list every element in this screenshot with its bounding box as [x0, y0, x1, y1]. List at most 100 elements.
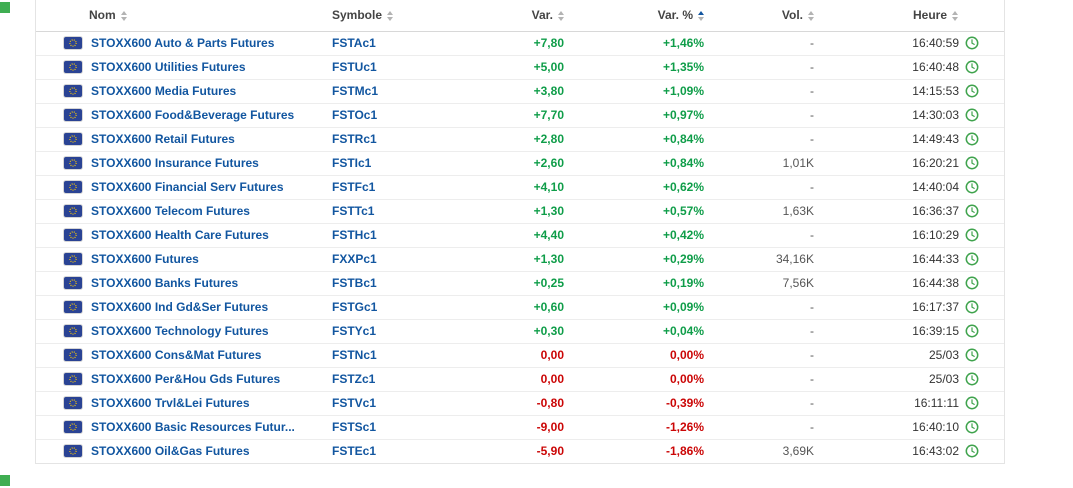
- table-row: STOXX600 Financial Serv Futures FSTFc1 +…: [36, 174, 1004, 199]
- sort-icon: [120, 11, 127, 22]
- column-header-nom[interactable]: Nom: [36, 0, 331, 32]
- instrument-link[interactable]: STOXX600 Ind Gd&Ser Futures: [91, 300, 269, 314]
- instrument-link[interactable]: STOXX600 Basic Resources Futur...: [91, 420, 295, 434]
- volume-value: 34,16K: [716, 246, 826, 271]
- time-value: 16:40:48: [912, 60, 959, 74]
- symbol-link[interactable]: FSTAc1: [332, 36, 376, 50]
- symbol-link[interactable]: FSTNc1: [332, 348, 377, 362]
- instrument-link[interactable]: STOXX600 Food&Beverage Futures: [91, 108, 295, 122]
- change-pct-value: +0,57%: [576, 198, 716, 223]
- instrument-link[interactable]: STOXX600 Cons&Mat Futures: [91, 348, 262, 362]
- volume-value: -: [716, 78, 826, 103]
- instrument-link[interactable]: STOXX600 Media Futures: [91, 84, 237, 98]
- clock-icon: [965, 324, 979, 338]
- symbol-link[interactable]: FSTOc1: [332, 108, 378, 122]
- clock-icon: [965, 444, 979, 458]
- clock-icon: [965, 300, 979, 314]
- time-value: 16:44:38: [912, 276, 959, 290]
- eu-flag-icon: [64, 253, 82, 265]
- symbol-link[interactable]: FXXPc1: [332, 252, 377, 266]
- clock-icon: [965, 396, 979, 410]
- eu-flag-icon: [64, 445, 82, 458]
- symbol-link[interactable]: FSTYc1: [332, 324, 377, 338]
- change-pct-value: -0,39%: [576, 390, 716, 415]
- symbol-link[interactable]: FSTEc1: [332, 444, 377, 459]
- eu-flag-icon: [64, 205, 82, 217]
- clock-icon: [965, 132, 979, 146]
- change-value: +4,40: [446, 222, 576, 247]
- volume-value: -: [716, 174, 826, 199]
- column-header-symbole[interactable]: Symbole: [331, 0, 446, 32]
- symbol-link[interactable]: FSTTc1: [332, 204, 375, 218]
- clock-icon: [965, 84, 979, 98]
- table-row: STOXX600 Food&Beverage Futures FSTOc1 +7…: [36, 102, 1004, 127]
- change-pct-value: +0,42%: [576, 222, 716, 247]
- time-value: 14:49:43: [912, 132, 959, 146]
- column-label: Vol.: [781, 8, 803, 23]
- instrument-link[interactable]: STOXX600 Health Care Futures: [91, 228, 269, 242]
- change-value: +0,60: [446, 294, 576, 319]
- symbol-link[interactable]: FSTSc1: [332, 420, 377, 434]
- change-value: 0,00: [446, 366, 576, 391]
- sort-icon: [698, 11, 704, 22]
- symbol-link[interactable]: FSTFc1: [332, 180, 376, 194]
- symbol-link[interactable]: FSTIc1: [332, 156, 372, 170]
- change-value: +5,00: [446, 54, 576, 79]
- instrument-link[interactable]: STOXX600 Auto & Parts Futures: [91, 36, 275, 50]
- futures-table: Nom Symbole Var. Var. % Vol. Heure: [36, 0, 1004, 463]
- time-value: 16:20:21: [912, 156, 959, 170]
- change-value: +0,25: [446, 270, 576, 295]
- instrument-link[interactable]: STOXX600 Utilities Futures: [91, 60, 246, 74]
- change-value: +7,70: [446, 102, 576, 127]
- symbol-link[interactable]: FSTVc1: [332, 396, 377, 410]
- volume-value: -: [716, 126, 826, 151]
- symbol-link[interactable]: FSTRc1: [332, 132, 377, 146]
- symbol-link[interactable]: FSTMc1: [332, 84, 379, 98]
- table-row: STOXX600 Media Futures FSTMc1 +3,80 +1,0…: [36, 78, 1004, 103]
- volume-value: -: [716, 102, 826, 127]
- change-pct-value: +0,84%: [576, 126, 716, 151]
- eu-flag-icon: [64, 181, 82, 193]
- volume-value: -: [810, 36, 814, 50]
- change-value: +4,10: [446, 174, 576, 199]
- column-header-var[interactable]: Var.: [446, 0, 576, 32]
- change-pct-value: 0,00%: [576, 342, 716, 367]
- column-header-heure[interactable]: Heure: [826, 0, 1004, 32]
- instrument-link[interactable]: STOXX600 Trvl&Lei Futures: [91, 396, 250, 410]
- change-pct-value: +1,09%: [576, 78, 716, 103]
- instrument-link[interactable]: STOXX600 Financial Serv Futures: [91, 180, 284, 194]
- instrument-link[interactable]: STOXX600 Futures: [91, 252, 199, 266]
- time-value: 16:39:15: [912, 324, 959, 338]
- symbol-link[interactable]: FSTBc1: [332, 276, 377, 290]
- clock-icon: [965, 420, 979, 434]
- symbol-link[interactable]: FSTHc1: [332, 228, 377, 242]
- instrument-link[interactable]: STOXX600 Per&Hou Gds Futures: [91, 372, 281, 386]
- column-header-var-pct[interactable]: Var. %: [576, 0, 716, 32]
- volume-value: -: [716, 54, 826, 79]
- column-label: Heure: [912, 8, 947, 23]
- change-value: +3,80: [446, 78, 576, 103]
- instrument-link[interactable]: STOXX600 Insurance Futures: [91, 156, 259, 170]
- eu-flag-icon: [64, 325, 82, 337]
- change-pct-value: -1,86%: [576, 438, 716, 463]
- eu-flag-icon: [64, 229, 82, 241]
- instrument-link[interactable]: STOXX600 Oil&Gas Futures: [91, 444, 250, 459]
- change-value: +1,30: [446, 246, 576, 271]
- column-header-vol[interactable]: Vol.: [716, 0, 826, 32]
- volume-value: 1,63K: [716, 198, 826, 223]
- symbol-link[interactable]: FSTUc1: [332, 60, 377, 74]
- eu-flag-icon: [64, 157, 82, 169]
- instrument-link[interactable]: STOXX600 Telecom Futures: [91, 204, 250, 218]
- change-pct-value: +0,09%: [576, 294, 716, 319]
- change-pct-value: +1,46%: [662, 36, 704, 50]
- table-row: STOXX600 Ind Gd&Ser Futures FSTGc1 +0,60…: [36, 294, 1004, 319]
- clock-icon: [965, 156, 979, 170]
- time-value: 14:30:03: [912, 108, 959, 122]
- symbol-link[interactable]: FSTGc1: [332, 300, 378, 314]
- instrument-link[interactable]: STOXX600 Technology Futures: [91, 324, 269, 338]
- instrument-link[interactable]: STOXX600 Retail Futures: [91, 132, 235, 146]
- instrument-link[interactable]: STOXX600 Banks Futures: [91, 276, 239, 290]
- left-edge-accent-bottom: [0, 475, 10, 486]
- symbol-link[interactable]: FSTZc1: [332, 372, 376, 386]
- change-value: +2,60: [446, 150, 576, 175]
